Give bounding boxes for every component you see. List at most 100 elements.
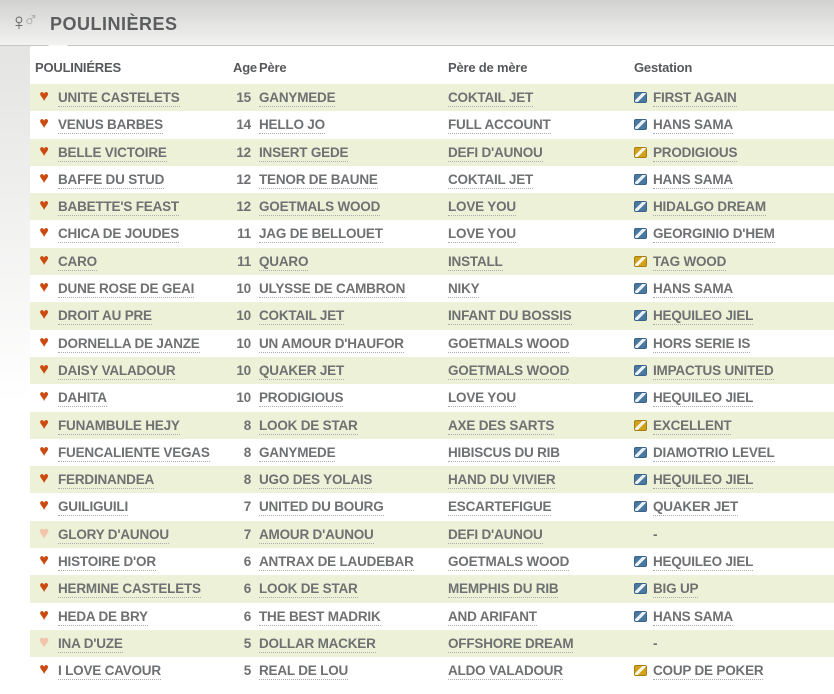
mare-name-link[interactable]: BABETTE'S FEAST [58, 199, 179, 217]
gestation-sire-link[interactable]: EXCELLENT [653, 417, 732, 435]
sire-link[interactable]: UNITED DU BOURG [259, 499, 384, 517]
damsire-link[interactable]: DEFI D'AUNOU [448, 144, 543, 162]
gestation-sire-link[interactable]: DIAMOTRIO LEVEL [653, 444, 775, 462]
gestation-sire-link[interactable]: HANS SAMA [653, 281, 733, 299]
mare-name-link[interactable]: DUNE ROSE DE GEAI [58, 281, 195, 299]
sire-link[interactable]: PRODIGIOUS [259, 390, 344, 408]
gestation-sire-link[interactable]: HORS SERIE IS [653, 335, 751, 353]
mare-name-link[interactable]: FERDINANDEA [58, 472, 155, 490]
sire-link[interactable]: HELLO JO [259, 117, 325, 135]
mare-name-link[interactable]: DAHITA [58, 390, 107, 408]
damsire-link[interactable]: FULL ACCOUNT [448, 117, 551, 135]
favorite-heart-icon[interactable]: ♥ [39, 306, 49, 324]
sire-link[interactable]: REAL DE LOU [259, 663, 349, 681]
favorite-heart-icon[interactable]: ♥ [39, 142, 49, 160]
sire-link[interactable]: JAG DE BELLOUET [259, 226, 383, 244]
favorite-heart-icon[interactable]: ♥ [39, 415, 49, 433]
damsire-link[interactable]: OFFSHORE DREAM [448, 635, 574, 653]
mare-name-link[interactable]: DAISY VALADOUR [58, 362, 176, 380]
sire-link[interactable]: TENOR DE BAUNE [259, 171, 378, 189]
mare-name-link[interactable]: DORNELLA DE JANZE [58, 335, 200, 353]
favorite-heart-icon[interactable]: ♥ [39, 552, 49, 570]
damsire-link[interactable]: AND ARIFANT [448, 608, 537, 626]
mare-name-link[interactable]: HERMINE CASTELETS [58, 581, 201, 599]
mare-name-link[interactable]: HISTOIRE D'OR [58, 554, 156, 572]
favorite-heart-icon[interactable]: ♥ [39, 360, 49, 378]
favorite-heart-icon[interactable]: ♥ [39, 251, 49, 269]
gestation-sire-link[interactable]: HEQUILEO JIEL [653, 554, 754, 572]
damsire-link[interactable]: DEFI D'AUNOU [448, 526, 543, 544]
gestation-sire-link[interactable]: HEQUILEO JIEL [653, 472, 754, 490]
favorite-heart-icon[interactable]: ♥ [39, 579, 49, 597]
gestation-sire-link[interactable]: IMPACTUS UNITED [653, 362, 774, 380]
mare-name-link[interactable]: VENUS BARBES [58, 117, 163, 135]
mare-name-link[interactable]: GLORY D'AUNOU [58, 526, 169, 544]
damsire-link[interactable]: ESCARTEFIGUE [448, 499, 552, 517]
sire-link[interactable]: GANYMEDE [259, 90, 336, 107]
gestation-sire-link[interactable]: BIG UP [653, 581, 699, 599]
mare-name-link[interactable]: HEDA DE BRY [58, 608, 148, 626]
gestation-sire-link[interactable]: QUAKER JET [653, 499, 739, 517]
sire-link[interactable]: ULYSSE DE CAMBRON [259, 281, 406, 299]
gestation-sire-link[interactable]: HANS SAMA [653, 608, 733, 626]
damsire-link[interactable]: GOETMALS WOOD [448, 362, 570, 380]
mare-name-link[interactable]: FUENCALIENTE VEGAS [58, 444, 210, 462]
gestation-sire-link[interactable]: TAG WOOD [653, 253, 727, 271]
favorite-heart-icon[interactable]: ♥ [39, 497, 49, 515]
damsire-link[interactable]: MEMPHIS DU RIB [448, 581, 559, 599]
damsire-link[interactable]: AXE DES SARTS [448, 417, 555, 435]
mare-name-link[interactable]: DROIT AU PRE [58, 308, 152, 326]
gestation-sire-link[interactable]: HANS SAMA [653, 171, 733, 189]
mare-name-link[interactable]: BAFFE DU STUD [58, 171, 165, 189]
mare-name-link[interactable]: INA D'UZE [58, 635, 123, 653]
mare-name-link[interactable]: I LOVE CAVOUR [58, 663, 161, 681]
mare-name-link[interactable]: GUILIGUILI [58, 499, 128, 517]
sire-link[interactable]: ANTRAX DE LAUDEBAR [259, 554, 414, 572]
favorite-heart-icon[interactable]: ♥ [39, 224, 49, 242]
sire-link[interactable]: QUARO [259, 253, 309, 271]
gestation-sire-link[interactable]: HANS SAMA [653, 117, 733, 135]
sire-link[interactable]: LOOK DE STAR [259, 417, 358, 435]
damsire-link[interactable]: LOVE YOU [448, 226, 516, 244]
sire-link[interactable]: UGO DES YOLAIS [259, 472, 373, 490]
mare-name-link[interactable]: CHICA DE JOUDES [58, 226, 180, 244]
damsire-link[interactable]: GOETMALS WOOD [448, 554, 570, 572]
damsire-link[interactable]: INFANT DU BOSSIS [448, 308, 572, 326]
gestation-sire-link[interactable]: FIRST AGAIN [653, 90, 737, 107]
damsire-link[interactable]: LOVE YOU [448, 390, 516, 408]
gestation-sire-link[interactable]: HEQUILEO JIEL [653, 308, 754, 326]
sire-link[interactable]: INSERT GEDE [259, 144, 349, 162]
favorite-heart-icon[interactable]: ♥ [39, 279, 49, 297]
sire-link[interactable]: GOETMALS WOOD [259, 199, 381, 217]
sire-link[interactable]: LOOK DE STAR [259, 581, 358, 599]
damsire-link[interactable]: HAND DU VIVIER [448, 472, 556, 490]
gestation-sire-link[interactable]: GEORGINIO D'HEM [653, 226, 775, 244]
damsire-link[interactable]: HIBISCUS DU RIB [448, 444, 560, 462]
favorite-heart-icon[interactable]: ♥ [39, 661, 49, 679]
favorite-heart-icon[interactable]: ♥ [39, 169, 49, 187]
favorite-heart-icon[interactable]: ♥ [39, 388, 49, 406]
mare-name-link[interactable]: UNITE CASTELETS [58, 90, 180, 107]
gestation-sire-link[interactable]: HEQUILEO JIEL [653, 390, 754, 408]
damsire-link[interactable]: ALDO VALADOUR [448, 663, 563, 681]
damsire-link[interactable]: LOVE YOU [448, 199, 516, 217]
mare-name-link[interactable]: FUNAMBULE HEJY [58, 417, 180, 435]
damsire-link[interactable]: INSTALL [448, 253, 503, 271]
damsire-link[interactable]: GOETMALS WOOD [448, 335, 570, 353]
favorite-heart-icon[interactable]: ♥ [39, 606, 49, 624]
favorite-heart-icon[interactable]: ♥ [39, 333, 49, 351]
gestation-sire-link[interactable]: COUP DE POKER [653, 663, 764, 681]
favorite-heart-icon[interactable]: ♥ [39, 470, 49, 488]
favorite-heart-icon[interactable]: ♥ [39, 633, 49, 651]
favorite-heart-icon[interactable]: ♥ [39, 442, 49, 460]
sire-link[interactable]: COKTAIL JET [259, 308, 345, 326]
gestation-sire-link[interactable]: PRODIGIOUS [653, 144, 738, 162]
gestation-sire-link[interactable]: HIDALGO DREAM [653, 199, 766, 217]
sire-link[interactable]: GANYMEDE [259, 444, 336, 462]
damsire-link[interactable]: COKTAIL JET [448, 171, 534, 189]
sire-link[interactable]: DOLLAR MACKER [259, 635, 376, 653]
damsire-link[interactable]: COKTAIL JET [448, 90, 534, 107]
sire-link[interactable]: THE BEST MADRIK [259, 608, 381, 626]
damsire-link[interactable]: NIKY [448, 281, 480, 299]
favorite-heart-icon[interactable]: ♥ [39, 524, 49, 542]
